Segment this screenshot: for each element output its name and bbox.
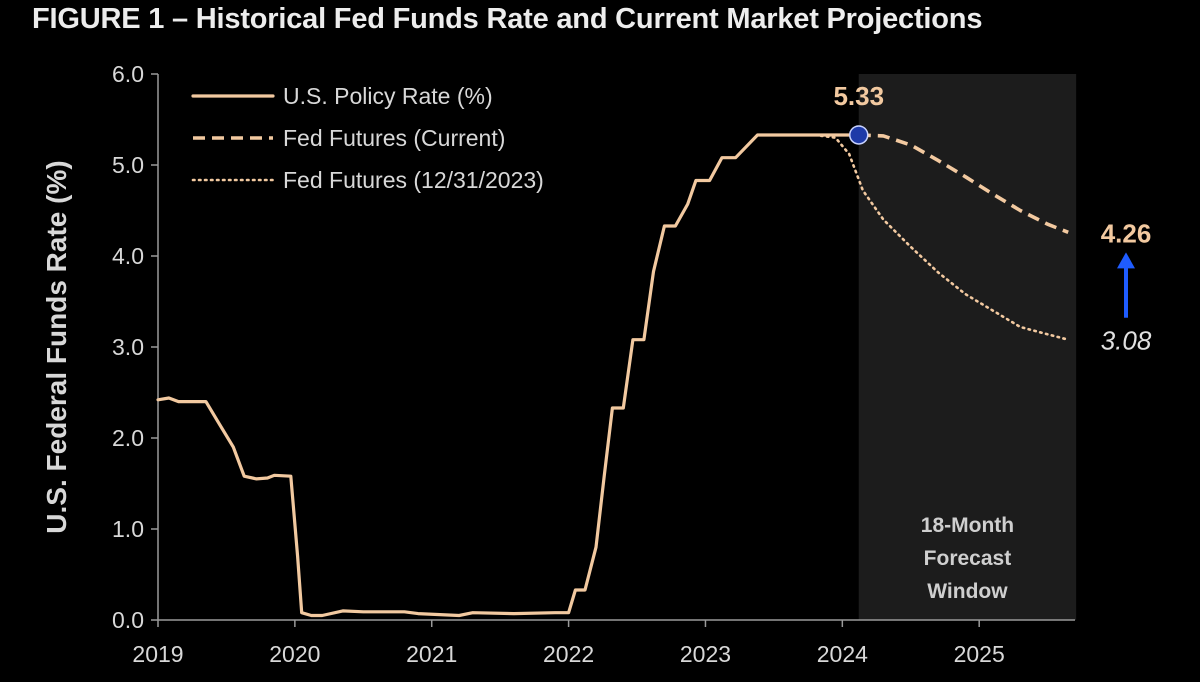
legend-label: Fed Futures (12/31/2023) <box>283 167 544 193</box>
forecast-window-label-line: Forecast <box>924 547 1012 570</box>
legend-label: U.S. Policy Rate (%) <box>283 83 493 109</box>
x-tick-label: 2021 <box>406 641 457 667</box>
x-tick-label: 2025 <box>954 641 1005 667</box>
y-axis-ticks: 0.0 1.0 2.0 3.0 4.0 5.0 6.0 <box>112 61 158 633</box>
y-tick-label: 1.0 <box>112 516 144 542</box>
end-label-current: 4.26 <box>1101 218 1152 248</box>
x-tick-label: 2024 <box>817 641 868 667</box>
axes: 0.01.02.03.04.05.06.0 2019 2020 2021 2022 20… <box>112 61 1075 667</box>
y-tick-label: 3.0 <box>112 334 144 360</box>
x-tick-label: 2023 <box>680 641 731 667</box>
y-tick-label: 4.0 <box>112 243 144 269</box>
x-tick-label: 2022 <box>543 641 594 667</box>
legend: U.S. Policy Rate (%) Fed Futures (Current… <box>191 83 544 193</box>
forecast-window-shading <box>858 74 1077 620</box>
y-tick-label: 2.0 <box>112 425 144 451</box>
y-tick-label: 5.0 <box>112 152 144 178</box>
marker-label: 5.33 <box>833 81 884 111</box>
forecast-window-label: 18-Month Forecast Window <box>921 514 1014 603</box>
end-label-prior: 3.08 <box>1101 326 1152 356</box>
y-tick-label: 0.0 <box>112 607 144 633</box>
forecast-window-label-line: Window <box>927 580 1008 603</box>
figure-title: FIGURE 1 – Historical Fed Funds Rate and… <box>32 3 983 35</box>
y-tick-label: 6.0 <box>112 61 144 87</box>
forecast-window-label-line: 18-Month <box>921 514 1014 537</box>
y-axis-label: U.S. Federal Funds Rate (%) <box>41 160 72 533</box>
change-arrow-head <box>1117 252 1135 269</box>
x-tick-label: 2019 <box>132 641 183 667</box>
series-line-dotted <box>813 133 1070 341</box>
annotations: 5.33 4.26 3.08 <box>833 81 1151 356</box>
x-axis-ticks: 2019 2020 2021 2022 2023 2024 2025 <box>132 620 1005 667</box>
legend-label: Fed Futures (Current) <box>283 125 505 151</box>
x-tick-label: 2020 <box>269 641 320 667</box>
series-line-solid <box>156 133 861 618</box>
series-lines <box>156 133 1070 618</box>
series-line-dashed <box>858 133 1069 234</box>
marker-point <box>849 125 869 145</box>
